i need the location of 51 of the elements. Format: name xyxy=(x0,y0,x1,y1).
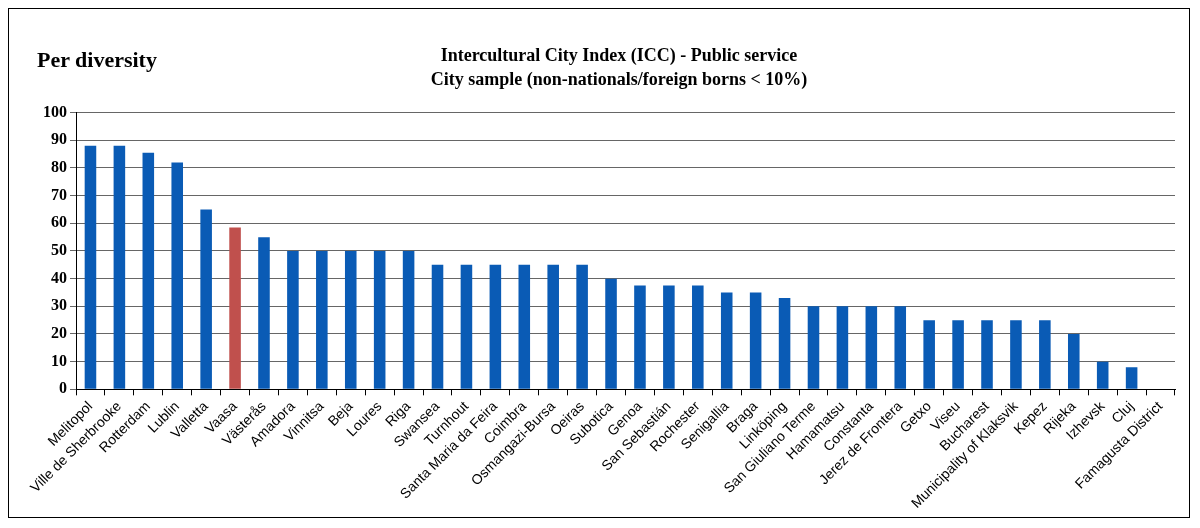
bar xyxy=(518,264,531,389)
bar xyxy=(749,292,762,389)
bar xyxy=(807,306,820,389)
bar xyxy=(1067,333,1080,389)
bar xyxy=(402,250,415,389)
bar xyxy=(84,145,97,389)
bar xyxy=(634,285,646,389)
y-tick-label: 60 xyxy=(51,213,67,231)
y-tick-label: 20 xyxy=(51,324,67,342)
bar xyxy=(1125,367,1138,389)
bar xyxy=(287,250,299,389)
bar xyxy=(605,278,617,389)
bar xyxy=(894,306,907,389)
bar xyxy=(460,264,473,389)
bar xyxy=(981,320,993,389)
chart-subtitle: City sample (non-nationals/foreign borns < 10%) xyxy=(429,68,809,91)
bar xyxy=(1096,361,1109,389)
bar xyxy=(952,320,964,389)
bar xyxy=(489,264,502,389)
bar xyxy=(547,264,559,389)
y-tick-label: 80 xyxy=(51,158,67,176)
y-tick-label: 30 xyxy=(51,296,67,314)
bar xyxy=(1010,320,1022,389)
bar xyxy=(431,264,444,389)
text: Per diversity xyxy=(37,47,157,73)
bar xyxy=(373,250,386,389)
chart-title: Intercultural City Index (ICC) - Public service xyxy=(439,44,799,67)
bar xyxy=(258,237,270,389)
y-tick-label: 40 xyxy=(51,268,67,286)
bar xyxy=(1039,320,1051,389)
bar xyxy=(171,162,184,389)
y-tick-label: 70 xyxy=(51,185,67,203)
bar xyxy=(836,306,849,389)
bar xyxy=(692,285,704,389)
bar xyxy=(229,227,241,389)
y-tick-label: 0 xyxy=(59,379,67,397)
bar xyxy=(113,145,126,389)
y-tick-label: 50 xyxy=(51,241,67,259)
bar xyxy=(200,209,212,389)
y-tick-label: 100 xyxy=(43,102,67,120)
bar xyxy=(142,152,155,389)
bar xyxy=(344,250,357,389)
bar xyxy=(576,264,588,389)
bar xyxy=(865,306,878,389)
bar xyxy=(720,292,733,389)
y-tick-label: 10 xyxy=(51,351,67,369)
y-tick-label: 90 xyxy=(51,130,67,148)
bar xyxy=(778,298,791,389)
bar xyxy=(316,250,328,389)
bar xyxy=(923,320,935,389)
bar xyxy=(663,285,675,389)
